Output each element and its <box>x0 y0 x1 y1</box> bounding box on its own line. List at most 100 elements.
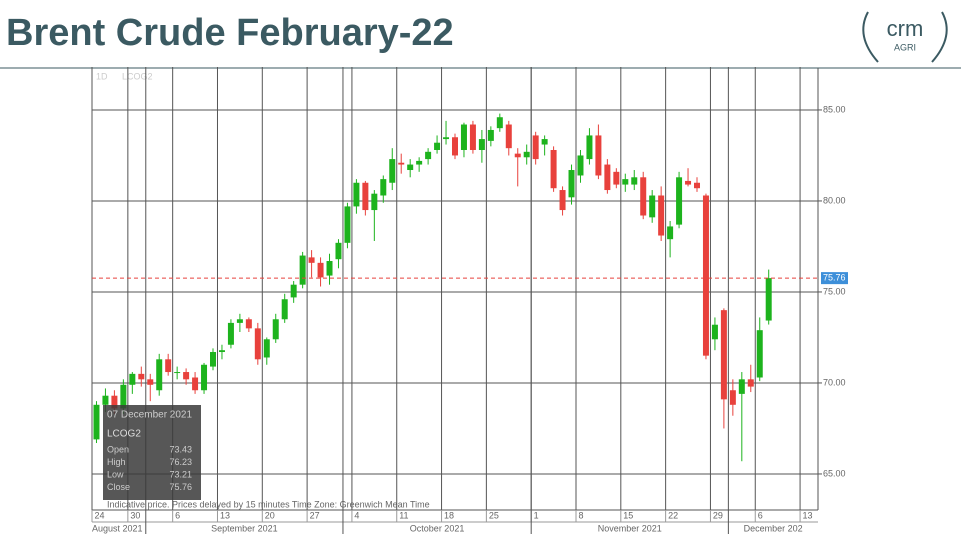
candle-body <box>640 177 647 216</box>
x-tick-label: 25 <box>489 510 499 520</box>
x-tick-label: 11 <box>399 510 408 520</box>
candle-body <box>174 372 181 374</box>
candle-body <box>416 160 423 165</box>
tooltip-value: 76.23 <box>169 457 192 467</box>
candle-body <box>676 177 683 225</box>
tooltip-value: 73.43 <box>169 444 192 454</box>
footnote: Indicative price. Prices delayed by 15 m… <box>107 499 430 509</box>
candle-body <box>120 384 127 409</box>
candle-body <box>389 159 396 183</box>
candle-body <box>192 377 199 391</box>
candle-body <box>765 278 772 321</box>
candle-body <box>443 137 450 140</box>
candle-body <box>281 299 288 320</box>
candle-body <box>568 170 575 198</box>
tooltip-date: 07 December 2021 <box>107 410 192 421</box>
candle-body <box>93 404 100 440</box>
tooltip-field: Open <box>107 444 129 454</box>
x-tick-label: 1 <box>534 510 539 520</box>
candle-body <box>738 379 745 394</box>
candle-body <box>245 319 252 329</box>
x-tick-label: 15 <box>623 510 633 520</box>
x-tick-label: 22 <box>668 510 678 520</box>
candle-body <box>702 195 709 356</box>
candle-body <box>407 164 414 171</box>
month-label: September 2021 <box>211 523 278 533</box>
candle-body <box>559 190 566 211</box>
tooltip-field: Low <box>107 469 124 479</box>
candle-body <box>147 379 154 385</box>
candle-body <box>496 117 503 129</box>
candle-body <box>747 379 754 387</box>
month-label: November 2021 <box>598 523 662 533</box>
candle-body <box>685 180 692 185</box>
candle-body <box>631 177 638 185</box>
candle-body <box>129 373 136 385</box>
y-tick-label: 65.00 <box>823 468 846 478</box>
candle-body <box>756 330 763 378</box>
y-tick-label: 75.00 <box>823 286 846 296</box>
x-tick-label: 20 <box>265 510 275 520</box>
x-tick-label: 29 <box>713 510 723 520</box>
tooltip-value: 73.21 <box>169 469 192 479</box>
candle-body <box>613 171 620 185</box>
candle-body <box>272 319 279 340</box>
candle-body <box>263 339 270 358</box>
candle-body <box>371 193 378 211</box>
candle-body <box>254 328 261 360</box>
candle-body <box>658 195 665 236</box>
candle-body <box>452 137 458 156</box>
tooltip-value: 75.76 <box>169 482 192 492</box>
logo-name: crm <box>887 16 924 41</box>
candle-body <box>469 124 476 150</box>
candle-body <box>667 226 674 240</box>
candle-body <box>380 179 387 196</box>
candle-body <box>290 284 297 298</box>
candle-body <box>201 364 208 391</box>
candle-body <box>694 182 700 189</box>
candle-body <box>460 124 467 150</box>
x-tick-label: 27 <box>310 510 320 520</box>
candle-body <box>138 373 145 380</box>
month-label: October 2021 <box>410 523 465 533</box>
candle-body <box>541 139 548 145</box>
candle-body <box>362 182 369 211</box>
candle-body <box>326 261 333 276</box>
x-tick-label: 6 <box>175 510 180 520</box>
candle-body <box>505 124 512 149</box>
candle-body <box>236 319 243 323</box>
candle-body <box>111 395 118 409</box>
candle-body <box>550 149 557 189</box>
candle-body <box>218 350 225 353</box>
last-price-label: 75.76 <box>823 273 846 283</box>
candle-body <box>344 206 351 243</box>
tooltip-box <box>103 405 201 500</box>
month-label: December 202 <box>744 523 803 533</box>
month-label: August 2021 <box>92 523 143 533</box>
last-price-box <box>821 272 848 285</box>
x-tick-label: 30 <box>130 510 140 520</box>
candle-body <box>335 242 342 260</box>
candle-body <box>586 135 593 160</box>
candle-body <box>523 151 530 158</box>
candle-body <box>532 135 539 160</box>
candle-body <box>729 390 736 405</box>
candle-body <box>622 179 629 185</box>
candle-body <box>595 135 602 176</box>
candle-body <box>299 255 306 285</box>
candle-body <box>487 129 494 141</box>
x-tick-label: 24 <box>94 510 104 520</box>
candle-body <box>577 155 584 176</box>
candle-body <box>649 195 656 218</box>
candle-body <box>720 310 727 400</box>
x-tick-label: 18 <box>444 510 454 520</box>
tooltip-symbol: LCOG2 <box>107 429 141 440</box>
page-title: Brent Crude February-22 <box>6 12 454 54</box>
candle-body <box>317 262 324 278</box>
candle-body <box>156 359 163 391</box>
candle-body <box>353 182 360 207</box>
candle-body <box>425 151 432 160</box>
candle-body <box>308 257 315 263</box>
candle-body <box>210 352 216 367</box>
